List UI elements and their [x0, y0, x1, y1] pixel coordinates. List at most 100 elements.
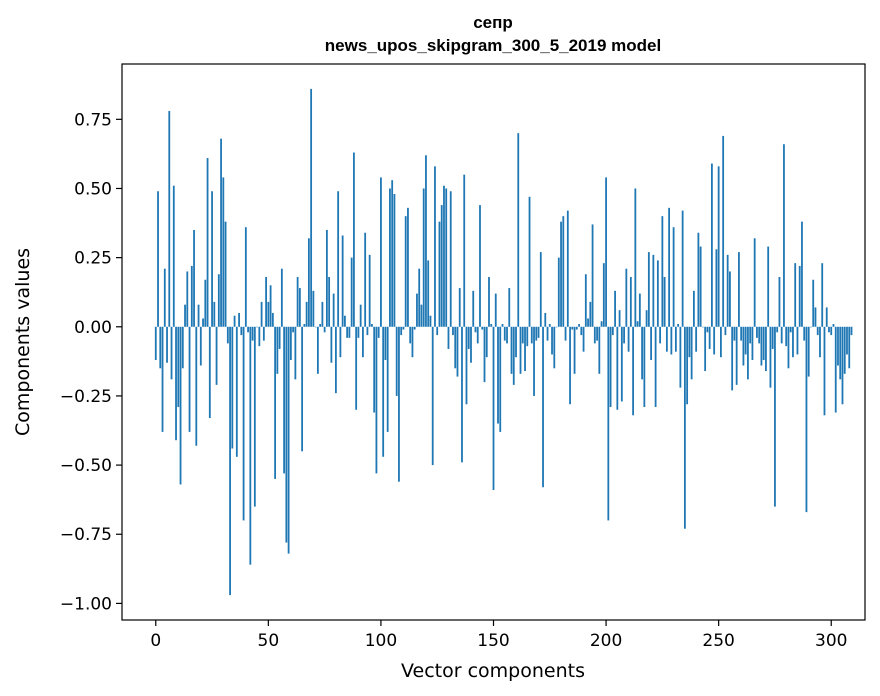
bar: [215, 326, 218, 385]
bar: [546, 326, 549, 341]
bar: [562, 216, 565, 327]
bar: [490, 324, 493, 327]
bar: [440, 205, 443, 327]
bar: [690, 326, 693, 380]
bar: [262, 326, 265, 341]
bar: [416, 293, 418, 327]
bar: [305, 301, 308, 327]
bar: [742, 326, 745, 366]
bar: [472, 290, 475, 327]
y-tick-label: −0.50: [60, 456, 112, 476]
bar: [226, 326, 229, 344]
bar: [512, 326, 515, 385]
bar: [668, 207, 671, 327]
bar: [506, 326, 508, 344]
bar: [181, 326, 184, 369]
bar: [193, 229, 195, 327]
bar: [332, 293, 335, 327]
bar: [598, 326, 601, 374]
x-tick-label: 50: [258, 631, 280, 651]
bar: [762, 326, 765, 360]
chart-subtitle: news_upos_skipgram_300_5_2019 model: [325, 36, 661, 55]
bar: [677, 324, 680, 327]
bar: [544, 312, 547, 327]
bar: [555, 326, 558, 328]
bar: [276, 326, 279, 374]
bar: [382, 326, 385, 457]
bar: [499, 326, 502, 432]
bar: [814, 307, 817, 327]
bar: [285, 326, 288, 543]
x-axis-label: Vector components: [401, 660, 585, 682]
bar: [346, 326, 349, 338]
bar: [260, 301, 263, 327]
y-axis-label: Components values: [12, 248, 34, 436]
bar: [519, 326, 522, 374]
bar: [578, 324, 580, 327]
bar: [186, 271, 189, 327]
bar: [204, 279, 207, 327]
bar: [362, 326, 364, 358]
bar: [470, 326, 472, 363]
bar: [724, 326, 727, 336]
bar: [785, 326, 788, 347]
bar: [841, 326, 844, 405]
bar: [461, 326, 463, 463]
bar: [172, 185, 175, 327]
bar: [681, 210, 684, 327]
bar: [445, 188, 448, 327]
bar: [747, 326, 749, 380]
bar: [713, 326, 716, 355]
bar: [823, 326, 826, 416]
bar: [474, 326, 477, 333]
bar: [591, 224, 594, 327]
bar: [846, 326, 848, 355]
bar: [665, 326, 668, 352]
bar: [386, 326, 389, 432]
bar: [242, 326, 245, 521]
bar: [253, 326, 256, 507]
bar: [166, 326, 168, 363]
bar: [341, 235, 344, 327]
bar: [765, 326, 767, 372]
bar: [447, 326, 450, 349]
bar: [744, 326, 747, 355]
bar: [456, 326, 459, 377]
bar: [434, 166, 436, 327]
bar: [452, 326, 454, 336]
bar: [188, 326, 191, 432]
bar: [686, 326, 689, 405]
bar: [789, 326, 792, 333]
bar: [337, 191, 340, 327]
bar: [699, 246, 702, 327]
bar: [771, 326, 774, 349]
bar: [627, 326, 630, 352]
bar: [483, 326, 486, 383]
bar: [224, 221, 227, 327]
bar: [436, 326, 439, 336]
bar: [683, 326, 686, 529]
bar: [292, 326, 295, 333]
bar: [238, 312, 240, 327]
bar: [479, 205, 481, 327]
bar: [560, 221, 562, 327]
bar: [571, 326, 574, 330]
bar: [190, 265, 193, 327]
bar: [251, 326, 254, 341]
bar: [636, 321, 639, 327]
bar: [267, 301, 270, 327]
bar: [837, 326, 839, 366]
bar: [553, 326, 556, 369]
bar: [422, 188, 425, 327]
bar: [503, 326, 506, 341]
chart-title: cепр: [473, 13, 513, 32]
bar: [528, 196, 531, 327]
bar: [393, 194, 396, 327]
bar: [776, 326, 779, 333]
bar: [692, 290, 695, 327]
bar: [715, 249, 718, 327]
bar: [614, 290, 616, 327]
x-tick-label: 300: [815, 631, 847, 651]
bar: [537, 326, 540, 338]
bar: [334, 326, 337, 394]
